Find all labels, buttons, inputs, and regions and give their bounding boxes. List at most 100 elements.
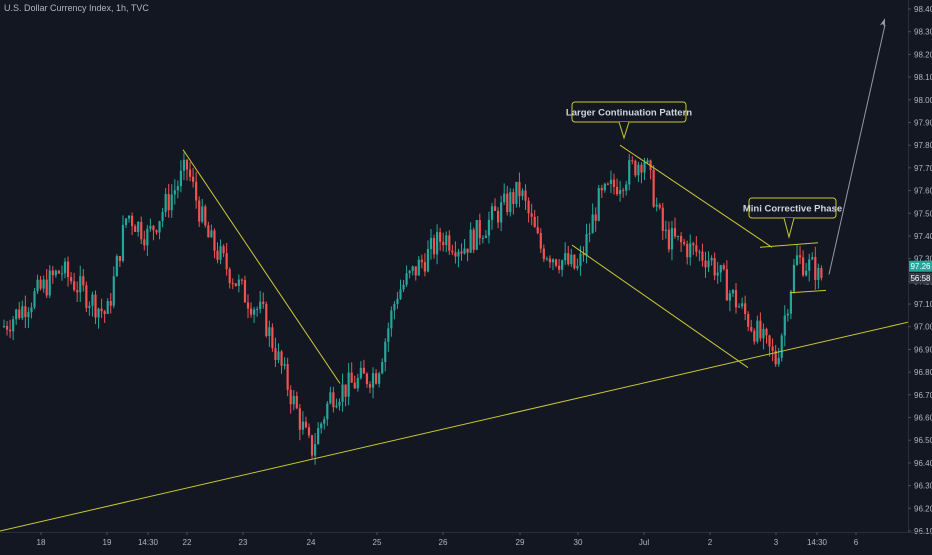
candle-body [225, 253, 228, 270]
candle-body [451, 250, 454, 253]
candle-body [515, 181, 518, 205]
candle-body [744, 303, 747, 314]
candle-body [701, 251, 704, 261]
candle-body [167, 194, 170, 211]
candle-body [484, 235, 487, 238]
annotation-continuation-text: Larger Continuation Pattern [566, 108, 692, 119]
y-tick-label: 96.90 [914, 345, 932, 354]
candle-body [112, 276, 115, 306]
candle-body [460, 251, 463, 254]
candle-body [5, 326, 9, 330]
candle-body [118, 256, 121, 261]
candle-body [798, 255, 802, 258]
x-tick-label: 25 [373, 538, 382, 547]
candle-body [442, 241, 445, 246]
candle-body [631, 160, 634, 162]
candle-body [573, 254, 576, 269]
candle-body [286, 364, 289, 390]
y-tick-label: 97.10 [914, 300, 932, 309]
candle-body [524, 190, 527, 201]
candle-body [33, 291, 36, 308]
drawings-layer [0, 18, 909, 532]
projection-arrow-line [828, 24, 886, 275]
candle-body [210, 230, 213, 238]
candle-body [722, 265, 725, 270]
candle-body [646, 160, 649, 163]
candle-body [173, 190, 176, 195]
candle-body [310, 435, 314, 456]
candle-body [753, 330, 756, 342]
candle-body [161, 212, 164, 222]
candle-body [353, 382, 356, 389]
candle-body [137, 221, 140, 232]
candle-body [622, 190, 625, 192]
candle-body [805, 270, 808, 276]
candle-body [66, 261, 70, 278]
y-tick-label: 96.80 [914, 368, 932, 377]
candle-body [277, 351, 280, 360]
candle-body [338, 401, 341, 406]
candle-body [24, 306, 27, 318]
candle-body [115, 256, 118, 277]
candle-body [12, 319, 15, 332]
candle-body [741, 303, 744, 307]
candle-body [246, 302, 250, 309]
candle-body [558, 265, 561, 270]
candle-body [57, 270, 60, 274]
candle-body [134, 226, 137, 232]
candle-body [106, 301, 109, 314]
candle-body [497, 210, 500, 223]
candle-body [661, 207, 664, 231]
countdown-tag [909, 272, 932, 284]
candle-body [82, 276, 85, 286]
candle-body [9, 329, 12, 332]
candle-body [387, 328, 390, 342]
candle-body [399, 289, 402, 299]
candle-body [182, 159, 186, 171]
candle-body [222, 246, 225, 254]
candle-body [707, 260, 710, 268]
y-tick-label: 97.30 [914, 255, 932, 264]
continuation-pattern-lower-line [571, 244, 749, 369]
y-tick-label: 97.00 [914, 323, 932, 332]
candle-body [439, 232, 442, 242]
candle-body [390, 310, 393, 329]
candle-body [243, 280, 247, 303]
candle-body [274, 348, 277, 360]
candle-body [814, 257, 817, 280]
candle-body [594, 214, 597, 221]
candle-body [420, 259, 423, 263]
candle-body [329, 392, 332, 404]
candle-body [811, 257, 814, 260]
candle-body [789, 291, 792, 314]
candle-body [658, 204, 661, 208]
projection-arrow-head [880, 18, 885, 29]
candle-body [527, 200, 530, 214]
candle-body [466, 248, 469, 253]
candle-body [576, 265, 579, 269]
candle-body [384, 341, 387, 363]
candle-body [231, 283, 234, 285]
candle-body [48, 270, 51, 296]
candle-body [683, 242, 686, 245]
candle-body [655, 204, 658, 207]
candle-body [219, 246, 222, 260]
candle-body [664, 229, 667, 231]
candle-body [533, 216, 536, 228]
candle-body [164, 194, 167, 213]
candle-body [692, 243, 695, 246]
candle-body [536, 227, 539, 234]
candle-body [591, 214, 594, 234]
candle-body [201, 206, 204, 222]
candle-body [780, 335, 783, 358]
candle-body [176, 186, 179, 191]
annotation-mini-corrective-text: Mini Corrective Phase [743, 204, 842, 215]
candle-body [256, 308, 259, 310]
candle-body [765, 328, 768, 336]
candle-body [140, 221, 143, 240]
candle-body [795, 255, 799, 265]
candle-body [817, 267, 820, 280]
candle-body [503, 193, 506, 203]
